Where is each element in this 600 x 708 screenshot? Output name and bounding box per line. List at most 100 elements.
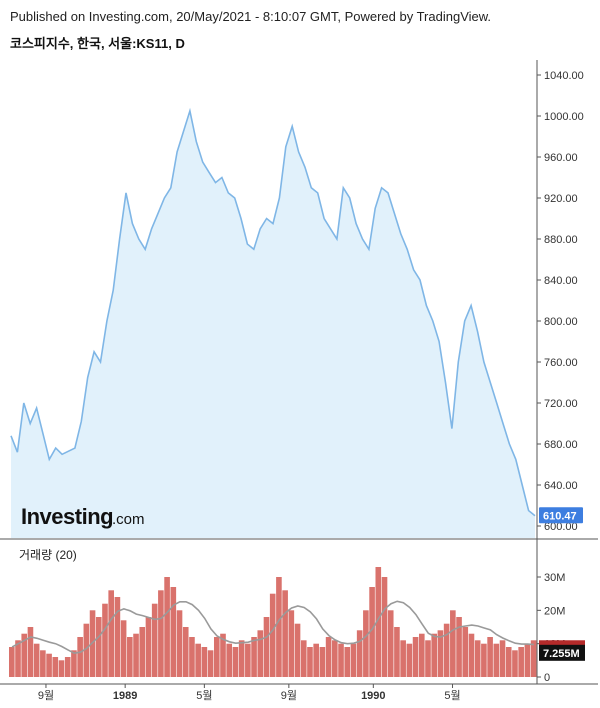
volume-bar <box>443 623 450 677</box>
volume-bar <box>251 637 257 677</box>
last-price-tag-bg <box>539 507 583 524</box>
volume-bar <box>263 617 270 677</box>
volume-bar <box>282 590 288 677</box>
volume-bar <box>437 630 444 677</box>
volume-bar <box>300 640 307 677</box>
volume-ma-tag-label: 7.255M <box>543 648 580 660</box>
price-tick-label: 960.00 <box>544 152 578 164</box>
volume-bar <box>145 617 152 677</box>
volume-bar <box>313 643 319 677</box>
volume-bar <box>189 637 195 677</box>
volume-bar <box>450 610 456 677</box>
volume-bar <box>83 623 90 677</box>
volume-bar <box>127 637 133 677</box>
volume-bar <box>387 610 394 677</box>
time-axis: 9월 1989 5월 9월 1990 5월 <box>38 684 461 702</box>
volume-ma-tag-bg <box>539 644 585 661</box>
price-tick-label: 600.00 <box>544 521 578 533</box>
volume-bar <box>164 577 170 677</box>
time-tick-label: 5월 <box>196 689 212 702</box>
published-credit: Published on Investing.com, 20/May/2021 … <box>10 9 492 24</box>
volume-bar <box>499 640 506 677</box>
volume-bar <box>257 630 264 677</box>
last-price-tag: 610.47 <box>539 507 583 524</box>
volume-pane-title: 거래량 (20) <box>19 548 77 562</box>
volume-bar <box>425 640 431 677</box>
volume-bar <box>325 637 332 677</box>
volume-bar <box>375 567 382 677</box>
volume-tick-label: 0 <box>544 672 550 684</box>
volume-bar <box>213 637 220 677</box>
symbol-title: 코스피지수, 한국, 서울:KS11, D <box>10 36 185 51</box>
price-tick-label: 880.00 <box>544 234 578 246</box>
volume-bar <box>276 577 282 677</box>
volume-bar <box>170 587 177 677</box>
volume-bar <box>232 647 239 677</box>
time-tick-label: 9월 <box>281 689 297 702</box>
volume-bar <box>394 627 400 677</box>
price-tick-label: 1000.00 <box>544 111 584 123</box>
price-tick-label: 1040.00 <box>544 70 584 82</box>
last-price-tag-label: 610.47 <box>543 510 577 522</box>
volume-bar <box>195 643 201 677</box>
volume-bar <box>332 640 338 677</box>
volume-bar <box>518 647 524 677</box>
price-area-fill <box>11 110 535 539</box>
chart-frame <box>0 60 598 685</box>
volume-bar <box>58 660 65 677</box>
volume-ma-line <box>11 600 534 655</box>
volume-bar <box>400 640 406 677</box>
volume-bar <box>363 610 369 677</box>
volume-bar <box>207 650 214 677</box>
volume-bar <box>512 650 518 677</box>
time-tick-label: 1989 <box>113 690 137 702</box>
volume-bar <box>344 647 351 677</box>
volume-bar <box>15 640 21 677</box>
volume-bar <box>524 643 531 677</box>
volume-bar <box>269 593 276 677</box>
volume-bar <box>456 617 462 677</box>
time-tick-label: 9월 <box>38 689 54 702</box>
volume-bar <box>319 647 326 677</box>
volume-bar <box>493 643 500 677</box>
volume-bar <box>288 610 295 677</box>
volume-bar <box>245 643 251 677</box>
volume-bar <box>95 617 102 677</box>
volume-bar <box>294 623 301 677</box>
investing-logo: Investing .com <box>21 504 145 529</box>
price-tick-label: 720.00 <box>544 398 578 410</box>
volume-bar <box>431 633 438 677</box>
time-tick-label: 1990 <box>361 690 385 702</box>
volume-bar <box>108 590 114 677</box>
volume-bar <box>369 587 375 677</box>
volume-bar <box>412 637 419 677</box>
volume-bar <box>120 620 127 677</box>
volume-bar <box>356 630 363 677</box>
volume-bar <box>481 643 487 677</box>
price-tick-label: 920.00 <box>544 193 578 205</box>
volume-bars <box>9 567 537 677</box>
volume-tags: 8.619M7.255M <box>539 640 585 661</box>
volume-bar <box>474 640 481 677</box>
volume-bar <box>158 590 164 677</box>
volume-bar <box>40 650 46 677</box>
logo-investing-text: Investing <box>21 504 113 529</box>
volume-ma-path <box>11 600 534 655</box>
time-tick-label: 5월 <box>444 689 460 702</box>
volume-bar <box>102 603 108 677</box>
logo-dotcom-text: .com <box>112 511 145 528</box>
volume-bar <box>46 653 52 677</box>
volume-bar <box>114 597 121 677</box>
price-tick-label: 760.00 <box>544 357 578 369</box>
volume-bar <box>530 640 537 677</box>
volume-bar <box>71 650 77 677</box>
price-tick-label: 680.00 <box>544 439 578 451</box>
volume-bar <box>133 633 139 677</box>
volume-bar <box>182 627 189 677</box>
volume-bar <box>201 647 208 677</box>
volume-bar <box>238 640 245 677</box>
volume-bar <box>487 637 493 677</box>
price-tick-label: 800.00 <box>544 316 578 328</box>
volume-bar <box>462 627 469 677</box>
